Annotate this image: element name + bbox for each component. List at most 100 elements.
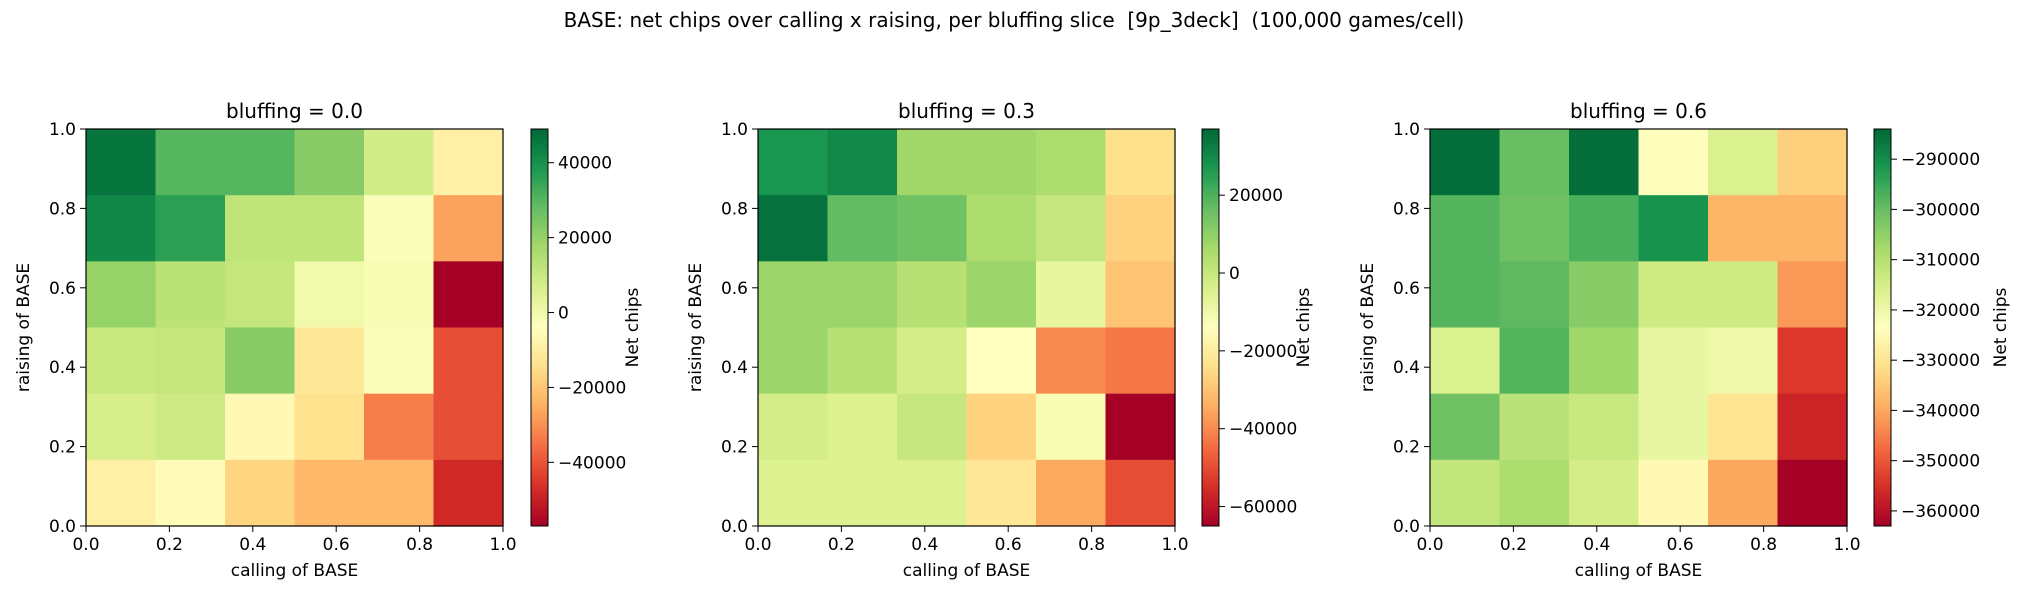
y-tick-label: 1.0 [49,120,76,140]
heatmap-cell [1430,195,1501,262]
y-axis-label: raising of BASE [1358,263,1378,392]
colorbar-tick-label: 20000 [558,229,612,249]
heatmap-cell [1638,393,1709,461]
heatmap-cell [966,261,1037,329]
heatmap-cell [966,129,1037,196]
y-tick-label: 0.4 [1393,358,1420,378]
heatmap-cell [758,261,829,329]
heatmap-cell [1499,261,1570,329]
heatmap-cell [1777,195,1848,262]
colorbar-tick-label: −20000 [558,378,626,398]
colorbar-tick-label: −40000 [1229,420,1297,440]
heatmap-cell [966,459,1037,527]
heatmap-cell [1105,393,1176,461]
colorbar-tick-label: −360000 [1901,502,1980,522]
x-tick-label: 0.8 [1750,535,1777,555]
heatmap-cell [1430,327,1501,395]
heatmap-cell [827,129,898,196]
colorbar-tick-label: −340000 [1901,401,1980,421]
heatmap-cell [1777,327,1848,395]
colorbar-tick-label: −350000 [1901,452,1980,472]
heatmap-cell [1777,261,1848,329]
x-tick-label: 0.4 [911,535,938,555]
colorbar-tick-label: −310000 [1901,251,1980,271]
colorbar-tick-label: −60000 [1229,498,1297,518]
heatmap-cell [364,129,435,196]
heatmap-cell [1569,327,1640,395]
colorbar [531,129,548,526]
x-tick-label: 1.0 [489,535,516,555]
x-tick-label: 0.8 [406,535,433,555]
heatmap-cell [294,327,365,395]
heatmap-cell [897,261,968,329]
colorbar-tick-label: 0 [558,304,569,324]
x-tick-label: 0.0 [1416,535,1443,555]
heatmap-cell [897,327,968,395]
heatmap-cell [897,129,968,196]
chart-title: bluffing = 0.6 [1570,99,1707,123]
x-tick-label: 0.8 [1078,535,1105,555]
heatmap-cell [433,261,504,329]
heatmap-cell [758,459,829,527]
y-tick-label: 0.0 [1393,517,1420,537]
y-tick-label: 0.6 [1393,279,1420,299]
heatmap-cell [1499,393,1570,461]
heatmap-cell [294,393,365,461]
chart-panel-0: bluffing = 0.0 0.0 0.2 0.4 0.6 0.8 1.0 0.0 0.2 0.… [14,99,643,581]
colorbar-tick-label: 40000 [558,154,612,174]
heatmap-cell [1105,195,1176,262]
colorbar-tick-label: −320000 [1901,301,1980,321]
colorbar-tick-label: −20000 [1229,342,1297,362]
heatmap-cell [294,459,365,527]
x-axis-label: calling of BASE [1575,561,1703,581]
heatmap-cell [1638,459,1709,527]
heatmap-cell [758,129,829,196]
x-tick-label: 0.2 [1500,535,1527,555]
y-tick-label: 0.4 [49,358,76,378]
y-tick-label: 0.2 [721,438,748,458]
heatmap-cell [758,195,829,262]
heatmap-cell [827,459,898,527]
heatmap-cell [966,195,1037,262]
heatmap-cell [1569,129,1640,196]
heatmap-cell [294,261,365,329]
x-tick-label: 1.0 [1161,535,1188,555]
heatmap-cell [1036,393,1107,461]
heatmap-cell [86,327,157,395]
heatmap-cell [1105,129,1176,196]
heatmap-cell [758,393,829,461]
y-tick-label: 0.0 [49,517,76,537]
heatmap-cell [1638,195,1709,262]
y-tick-label: 0.8 [721,199,748,219]
heatmap-cell [1569,459,1640,527]
heatmap-cell [364,327,435,395]
heatmap-cell [1430,261,1501,329]
heatmap-cell [827,327,898,395]
chart-title: bluffing = 0.3 [898,99,1035,123]
colorbar-frame [530,128,549,527]
heatmap-cell [433,129,504,196]
heatmap-cell [155,393,226,461]
figure-title: BASE: net chips over calling x raising, … [563,8,1465,32]
chart-panel-1: bluffing = 0.3 0.0 0.2 0.4 0.6 0.8 1.0 0.0 0.2 0.… [686,99,1314,581]
y-tick-label: 0.8 [49,199,76,219]
heatmap-cell [364,459,435,527]
heatmap-cell [364,393,435,461]
y-tick-label: 0.4 [721,358,748,378]
x-tick-label: 0.0 [744,535,771,555]
x-axis-label: calling of BASE [903,561,1031,581]
heatmap-cell [86,129,157,196]
heatmap-cell [155,195,226,262]
heatmap-cell [1708,195,1779,262]
y-tick-label: 1.0 [721,120,748,140]
x-tick-label: 0.0 [72,535,99,555]
heatmap-cell [1708,261,1779,329]
heatmap-cell [1638,129,1709,196]
heatmap-cell [1638,261,1709,329]
heatmap-cell [1499,459,1570,527]
heatmap-cell [1708,459,1779,527]
colorbar-label: Net chips [1294,287,1314,367]
x-tick-label: 0.4 [239,535,266,555]
heatmap-cell [1036,195,1107,262]
colorbar-frame [1201,128,1220,527]
